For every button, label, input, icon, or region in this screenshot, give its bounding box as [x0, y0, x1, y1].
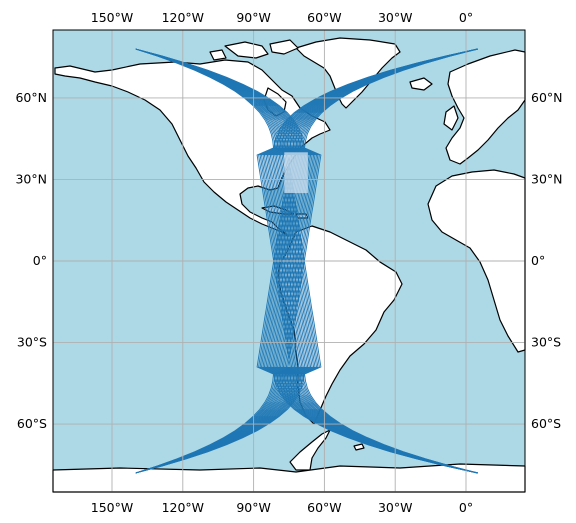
tick-labels: 150°W 150°W 120°W 120°W 90°W 90°W 60°W 60°W 30°W…	[15, 10, 562, 515]
lon-tick-label-top: 30°W	[378, 10, 413, 25]
iceland	[409, 77, 433, 91]
lat-tick-label-left: 0°	[33, 253, 47, 268]
lon-tick-label-top: 120°W	[162, 10, 204, 25]
antarctic-peninsula	[289, 429, 331, 471]
lon-tick-label-bottom: 30°W	[378, 500, 413, 515]
lon-tick-label-bottom: 120°W	[162, 500, 204, 515]
lat-tick-label-left: 60°S	[17, 416, 47, 431]
lon-tick-label-bottom: 150°W	[91, 500, 133, 515]
map-frame	[52, 29, 526, 493]
lat-tick-label-right: 30°N	[531, 171, 563, 186]
lat-tick-label-right: 0°	[531, 253, 545, 268]
lon-tick-label-top: 0°	[459, 10, 473, 25]
lat-tick-label-right: 60°S	[531, 416, 561, 431]
lat-tick-label-right: 60°N	[531, 90, 563, 105]
highlight-box	[284, 152, 308, 194]
lat-tick-label-right: 30°S	[531, 335, 561, 350]
lon-tick-label-top: 60°W	[307, 10, 342, 25]
lon-tick-label-top: 150°W	[91, 10, 133, 25]
lon-tick-label-bottom: 60°W	[307, 500, 342, 515]
lon-tick-label-bottom: 90°W	[236, 500, 271, 515]
africa	[427, 169, 526, 353]
south-georgia	[353, 443, 365, 451]
greenland	[295, 37, 401, 109]
uk	[443, 105, 459, 131]
gridlines	[53, 30, 525, 492]
lon-tick-label-bottom: 0°	[459, 500, 473, 515]
lat-tick-label-left: 30°N	[15, 171, 47, 186]
lat-tick-label-left: 30°S	[17, 335, 47, 350]
lat-tick-label-left: 60°N	[15, 90, 47, 105]
lon-tick-label-top: 90°W	[236, 10, 271, 25]
